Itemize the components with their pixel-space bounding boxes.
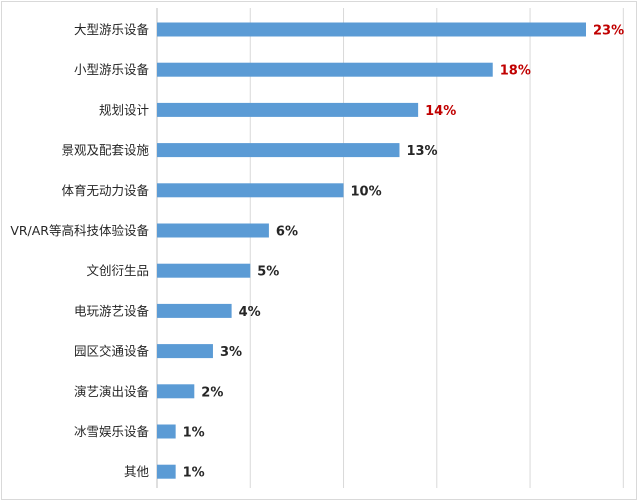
category-label: 冰雪娱乐设备 [74,424,150,439]
bar [157,344,213,359]
bar [157,143,400,158]
value-label: 14% [425,104,456,119]
value-label: 13% [406,144,437,159]
value-label: 23% [593,24,624,39]
bars [157,22,586,479]
category-label: 电玩游艺设备 [74,303,150,318]
category-label: 演艺演出设备 [74,384,150,399]
category-label: 文创衍生品 [86,263,149,278]
value-label: 5% [257,265,279,280]
bar [157,102,419,117]
value-label: 6% [276,225,298,240]
value-label: 18% [500,64,531,79]
category-label: 规划设计 [99,102,149,117]
category-label: 小型游乐设备 [74,62,150,77]
value-labels: 23% 18% 14% 13% 10% 6% 5% 4% 3% 2% 1% 1% [183,24,624,481]
value-label: 1% [183,426,205,441]
category-label: 其他 [124,464,150,479]
bar [157,223,269,238]
grid-lines [156,8,624,488]
value-label: 3% [220,345,242,360]
bar [157,384,195,399]
category-label: 大型游乐设备 [74,22,150,37]
bar [157,424,176,439]
bar [157,464,176,479]
bar [157,22,586,37]
value-label: 2% [201,385,223,400]
category-label: VR/AR等高科技体验设备 [10,223,149,238]
value-label: 4% [239,305,261,320]
value-label: 1% [183,466,205,481]
category-label: 景观及配套设施 [61,143,149,158]
bar [157,263,251,278]
bar [157,183,344,198]
category-label: 体育无动力设备 [61,183,149,198]
category-label: 园区交通设备 [74,344,150,359]
bar [157,303,232,318]
value-label: 10% [351,184,382,199]
bar [157,62,493,77]
